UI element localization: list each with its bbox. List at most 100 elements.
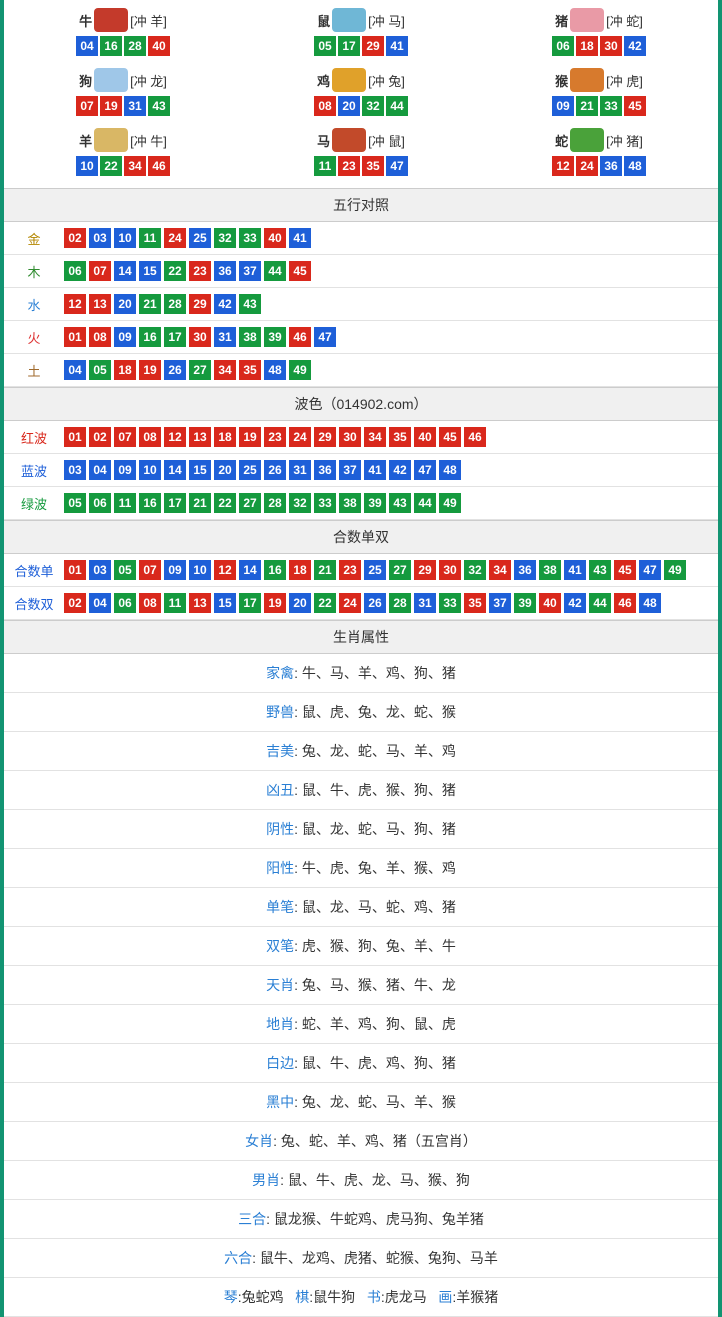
number-ball: 36 bbox=[600, 156, 622, 176]
number-ball: 12 bbox=[214, 560, 236, 580]
number-ball: 28 bbox=[164, 294, 186, 314]
number-ball: 34 bbox=[124, 156, 146, 176]
zodiac-chong: [冲 羊] bbox=[130, 11, 167, 30]
table-row: 蓝波 03040910141520252631363741424748 bbox=[4, 454, 718, 487]
row-label: 红波 bbox=[12, 428, 56, 447]
attr-row: 六合: 鼠牛、龙鸡、虎猪、蛇猴、兔狗、马羊 bbox=[4, 1239, 718, 1278]
number-ball: 46 bbox=[464, 427, 486, 447]
number-ball: 15 bbox=[189, 460, 211, 480]
row-label: 合数单 bbox=[12, 561, 56, 580]
number-ball: 48 bbox=[439, 460, 461, 480]
zodiac-name: 牛 bbox=[79, 11, 92, 30]
row-label: 金 bbox=[12, 229, 56, 248]
zodiac-chong: [冲 猪] bbox=[606, 131, 643, 150]
attr-row: 三合: 鼠龙猴、牛蛇鸡、虎马狗、兔羊猪 bbox=[4, 1200, 718, 1239]
attr-row: 双笔: 虎、猴、狗、兔、羊、牛 bbox=[4, 927, 718, 966]
zodiac-cell: 猪 [冲 蛇] 06183042 bbox=[480, 4, 718, 64]
number-ball: 13 bbox=[189, 427, 211, 447]
number-ball: 32 bbox=[289, 493, 311, 513]
number-ball: 41 bbox=[364, 460, 386, 480]
row-balls: 0103050709101214161821232527293032343638… bbox=[64, 560, 686, 580]
number-ball: 08 bbox=[139, 593, 161, 613]
number-ball: 08 bbox=[89, 327, 111, 347]
number-ball: 22 bbox=[314, 593, 336, 613]
number-ball: 07 bbox=[76, 96, 98, 116]
attr-val: : 鼠、龙、马、蛇、鸡、猪 bbox=[294, 899, 456, 915]
number-ball: 41 bbox=[289, 228, 311, 248]
attr-val: : 鼠牛、龙鸡、虎猪、蛇猴、兔狗、马羊 bbox=[252, 1250, 498, 1266]
zodiac-chong: [冲 虎] bbox=[606, 71, 643, 90]
number-ball: 15 bbox=[139, 261, 161, 281]
number-ball: 25 bbox=[364, 560, 386, 580]
attr-row: 地肖: 蛇、羊、鸡、狗、鼠、虎 bbox=[4, 1005, 718, 1044]
number-ball: 12 bbox=[552, 156, 574, 176]
number-ball: 35 bbox=[464, 593, 486, 613]
attr-key: 画 bbox=[438, 1289, 452, 1305]
attr-val: : 鼠、牛、虎、猴、狗、猪 bbox=[294, 782, 456, 798]
number-ball: 30 bbox=[189, 327, 211, 347]
number-ball: 17 bbox=[164, 327, 186, 347]
attr-key: 黑中 bbox=[266, 1094, 294, 1110]
number-ball: 01 bbox=[64, 327, 86, 347]
number-ball: 39 bbox=[264, 327, 286, 347]
number-ball: 21 bbox=[576, 96, 598, 116]
attr-key: 白边 bbox=[266, 1055, 294, 1071]
number-ball: 47 bbox=[414, 460, 436, 480]
number-ball: 16 bbox=[139, 493, 161, 513]
number-ball: 34 bbox=[364, 427, 386, 447]
row-balls: 0108091617303138394647 bbox=[64, 327, 336, 347]
number-ball: 33 bbox=[439, 593, 461, 613]
zodiac-cell: 蛇 [冲 猪] 12243648 bbox=[480, 124, 718, 184]
number-ball: 23 bbox=[338, 156, 360, 176]
zodiac-cell: 马 [冲 鼠] 11233547 bbox=[242, 124, 480, 184]
zodiac-balls: 06183042 bbox=[480, 36, 718, 56]
number-ball: 40 bbox=[414, 427, 436, 447]
attr-footer: 琴:兔蛇鸡 棋:鼠牛狗 书:虎龙马 画:羊猴猪 bbox=[4, 1278, 718, 1317]
number-ball: 48 bbox=[264, 360, 286, 380]
number-ball: 20 bbox=[214, 460, 236, 480]
number-ball: 17 bbox=[239, 593, 261, 613]
number-ball: 35 bbox=[362, 156, 384, 176]
number-ball: 43 bbox=[239, 294, 261, 314]
attr-key: 野兽 bbox=[266, 704, 294, 720]
table-row: 绿波 05061116172122272832333839434449 bbox=[4, 487, 718, 520]
attr-row: 黑中: 兔、龙、蛇、马、羊、猴 bbox=[4, 1083, 718, 1122]
zodiac-icon bbox=[570, 8, 604, 32]
number-ball: 19 bbox=[139, 360, 161, 380]
zodiac-cell: 牛 [冲 羊] 04162840 bbox=[4, 4, 242, 64]
number-ball: 29 bbox=[314, 427, 336, 447]
attr-row: 天肖: 兔、马、猴、猪、牛、龙 bbox=[4, 966, 718, 1005]
number-ball: 04 bbox=[76, 36, 98, 56]
number-ball: 04 bbox=[64, 360, 86, 380]
zodiac-balls: 11233547 bbox=[242, 156, 480, 176]
number-ball: 32 bbox=[362, 96, 384, 116]
zodiac-balls: 05172941 bbox=[242, 36, 480, 56]
number-ball: 09 bbox=[552, 96, 574, 116]
number-ball: 22 bbox=[100, 156, 122, 176]
number-ball: 40 bbox=[264, 228, 286, 248]
number-ball: 37 bbox=[239, 261, 261, 281]
number-ball: 40 bbox=[539, 593, 561, 613]
zodiac-icon bbox=[94, 68, 128, 92]
row-label: 绿波 bbox=[12, 494, 56, 513]
zodiac-icon bbox=[332, 128, 366, 152]
attr-val: : 蛇、羊、鸡、狗、鼠、虎 bbox=[294, 1016, 456, 1032]
number-ball: 34 bbox=[489, 560, 511, 580]
attr-val: :鼠牛狗 bbox=[309, 1289, 355, 1305]
number-ball: 42 bbox=[214, 294, 236, 314]
number-ball: 06 bbox=[552, 36, 574, 56]
zodiac-chong: [冲 马] bbox=[368, 11, 405, 30]
zodiac-balls: 12243648 bbox=[480, 156, 718, 176]
number-ball: 06 bbox=[64, 261, 86, 281]
attr-key: 天肖 bbox=[266, 977, 294, 993]
row-balls: 05061116172122272832333839434449 bbox=[64, 493, 461, 513]
attr-row: 白边: 鼠、牛、虎、鸡、狗、猪 bbox=[4, 1044, 718, 1083]
bose-rows: 红波 0102070812131819232429303435404546 蓝波… bbox=[4, 421, 718, 520]
number-ball: 20 bbox=[114, 294, 136, 314]
attr-val: : 鼠、牛、虎、鸡、狗、猪 bbox=[294, 1055, 456, 1071]
row-label: 蓝波 bbox=[12, 461, 56, 480]
zodiac-chong: [冲 蛇] bbox=[606, 11, 643, 30]
number-ball: 12 bbox=[64, 294, 86, 314]
number-ball: 34 bbox=[214, 360, 236, 380]
attr-row: 女肖: 兔、蛇、羊、鸡、猪（五宫肖） bbox=[4, 1122, 718, 1161]
